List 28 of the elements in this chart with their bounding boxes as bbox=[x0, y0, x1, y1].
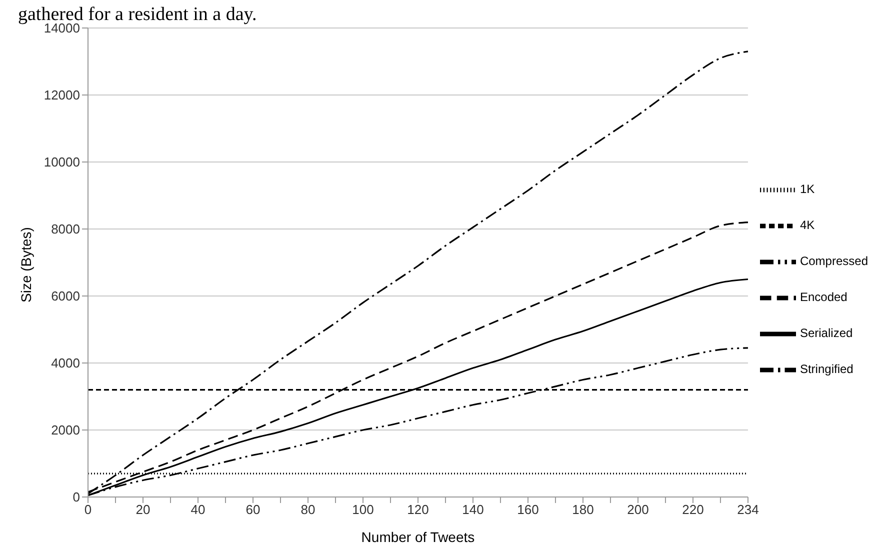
x-tick-label: 100 bbox=[352, 502, 374, 518]
y-tick-label: 8000 bbox=[51, 222, 80, 237]
y-tick-label: 0 bbox=[72, 490, 80, 505]
x-tick-label: 180 bbox=[572, 502, 594, 518]
x-tick-label: 80 bbox=[300, 502, 316, 518]
x-tick-label: 40 bbox=[190, 502, 206, 518]
x-tick-label: 234 bbox=[737, 502, 759, 518]
x-tick-label: 120 bbox=[407, 502, 429, 518]
x-tick-label: 220 bbox=[682, 502, 704, 518]
legend-label: Stringified bbox=[800, 362, 854, 376]
x-tick-label: 140 bbox=[462, 502, 484, 518]
x-tick-label: 160 bbox=[517, 502, 539, 518]
x-axis-title: Number of Tweets bbox=[361, 529, 475, 545]
y-tick-label: 12000 bbox=[44, 88, 80, 103]
y-tick-label: 2000 bbox=[51, 422, 80, 438]
legend-label: 1K bbox=[800, 182, 815, 196]
x-tick-label: 0 bbox=[84, 502, 92, 518]
legend-label: 4K bbox=[800, 218, 815, 232]
x-tick-label: 200 bbox=[627, 502, 649, 518]
y-tick-label: 4000 bbox=[51, 356, 80, 371]
y-axis-title: Size (Bytes) bbox=[18, 227, 34, 302]
legend-label: Encoded bbox=[800, 290, 848, 304]
y-tick-label: 6000 bbox=[51, 288, 80, 304]
y-tick-label: 10000 bbox=[44, 154, 80, 170]
x-tick-label: 60 bbox=[246, 502, 260, 518]
x-tick-label: 20 bbox=[136, 502, 150, 518]
legend-label: Serialized bbox=[800, 326, 853, 340]
legend-label: Compressed bbox=[800, 254, 868, 268]
